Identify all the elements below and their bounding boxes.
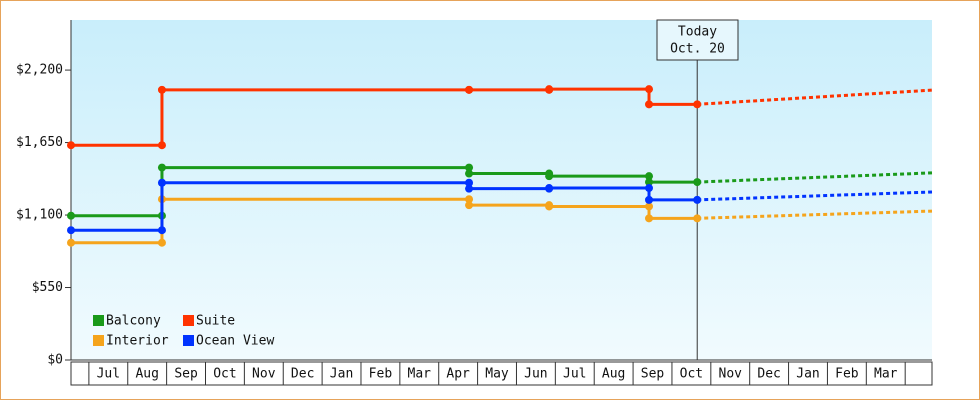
point — [645, 100, 654, 109]
x-tick-label: Nov — [719, 367, 743, 382]
x-tick-label: Dec — [291, 367, 314, 382]
point — [67, 211, 75, 220]
y-tick-label: $2,200 — [16, 63, 63, 78]
legend-swatch — [183, 315, 194, 326]
point — [645, 214, 654, 223]
x-axis-band — [70, 361, 933, 386]
legend-label: Interior — [106, 334, 169, 349]
point — [465, 184, 474, 193]
point — [157, 238, 166, 247]
point — [693, 178, 702, 187]
point — [693, 100, 702, 109]
x-tick-label: Jul — [97, 367, 120, 382]
point — [645, 178, 654, 187]
x-tick-label: Feb — [369, 367, 393, 382]
series — [67, 85, 933, 150]
legend-swatch — [93, 335, 104, 346]
series — [67, 163, 933, 220]
x-tick-label: Nov — [252, 367, 276, 382]
x-tick-label: Oct — [680, 367, 703, 382]
legend-label: Balcony — [106, 314, 161, 329]
point — [465, 85, 474, 94]
point — [157, 226, 166, 235]
x-tick-label: Aug — [135, 367, 158, 382]
point — [693, 214, 702, 223]
x-tick-label: Apr — [446, 367, 470, 382]
x-tick-label: Jul — [563, 367, 586, 382]
legend-label: Suite — [196, 314, 235, 329]
point — [67, 238, 75, 247]
x-tick-label: Sep — [641, 367, 665, 382]
point — [465, 195, 474, 204]
forecast-line — [697, 88, 933, 106]
today-marker: Today Oct. 20 — [656, 19, 739, 61]
today-label: Today — [678, 25, 717, 40]
legend-swatch — [183, 335, 194, 346]
series — [67, 195, 933, 247]
point — [465, 169, 474, 178]
y-tick-label: $1,100 — [16, 208, 63, 223]
x-tick-label: May — [485, 367, 509, 382]
x-tick-label: Sep — [174, 367, 198, 382]
point — [157, 85, 166, 94]
series — [67, 178, 933, 235]
point — [545, 85, 554, 94]
x-tick-label: Feb — [835, 367, 859, 382]
point — [545, 172, 554, 181]
point — [157, 163, 166, 172]
legend-swatch — [93, 315, 104, 326]
point — [465, 178, 474, 187]
today-box — [656, 19, 739, 61]
point — [645, 195, 654, 204]
point — [645, 172, 654, 181]
y-tick-label: $550 — [32, 280, 63, 295]
x-tick-label: Jan — [796, 367, 819, 382]
legend-label: Ocean View — [196, 334, 274, 349]
point — [157, 141, 166, 150]
point — [465, 201, 474, 210]
x-tick-label: Dec — [757, 367, 780, 382]
point — [67, 226, 75, 235]
y-tick-label: $0 — [47, 353, 63, 368]
x-tick-label: Oct — [213, 367, 236, 382]
x-tick-label: Mar — [408, 367, 432, 382]
point — [645, 85, 654, 94]
x-tick-label: Jan — [330, 367, 353, 382]
point — [545, 202, 554, 211]
y-tick-label: $1,650 — [16, 135, 63, 150]
x-tick-label: Mar — [874, 367, 898, 382]
x-tick-label: Aug — [602, 367, 625, 382]
point — [645, 184, 654, 193]
point — [545, 184, 554, 193]
point — [157, 178, 166, 187]
x-tick-label: Jun — [524, 367, 547, 382]
point — [645, 202, 654, 211]
today-date: Oct. 20 — [670, 42, 725, 57]
point — [67, 141, 75, 150]
point — [465, 163, 474, 172]
point — [693, 195, 702, 204]
